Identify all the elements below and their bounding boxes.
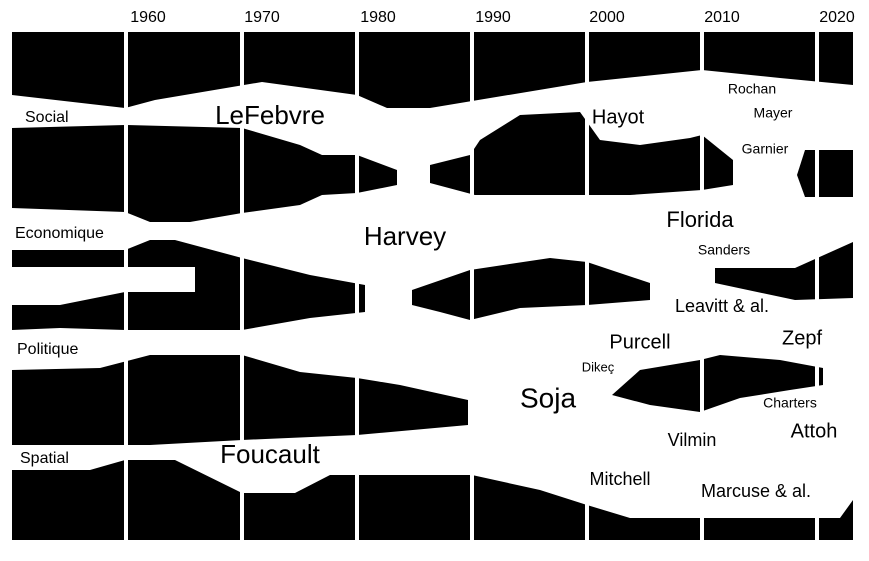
divider <box>355 30 359 542</box>
theme-labels: Social Economique Politique Spatial <box>15 109 104 467</box>
theme-label: Politique <box>17 341 78 358</box>
author: Leavitt & al. <box>675 296 769 316</box>
author: Foucault <box>220 439 320 469</box>
divider <box>240 30 244 542</box>
theme-label: Social <box>25 109 69 126</box>
theme-label: Economique <box>15 225 104 242</box>
divider <box>815 30 819 542</box>
decade-label: 2000 <box>589 9 625 26</box>
notch <box>12 267 195 305</box>
author: Mayer <box>754 105 793 121</box>
author: Dikeç <box>582 359 615 374</box>
bands <box>12 32 853 540</box>
decade-label: 1980 <box>360 9 396 26</box>
author: Marcuse & al. <box>701 481 811 501</box>
author: Rochan <box>728 81 776 97</box>
decade-label: 1990 <box>475 9 511 26</box>
author: Zepf <box>782 327 822 349</box>
decade-labels: 1960 1970 1980 1990 2000 2010 2020 <box>130 9 855 26</box>
author: Hayot <box>592 106 645 128</box>
author: Garnier <box>742 141 789 157</box>
decade-label: 1960 <box>130 9 166 26</box>
author: Soja <box>520 382 576 413</box>
divider <box>124 30 128 542</box>
band <box>12 32 853 108</box>
band <box>612 355 823 412</box>
band <box>12 460 853 540</box>
author: Mitchell <box>589 469 650 489</box>
band <box>430 112 733 195</box>
author: Charters <box>763 395 817 411</box>
band <box>12 125 397 222</box>
band <box>797 150 853 197</box>
divider <box>470 30 474 542</box>
band <box>412 258 650 320</box>
theme-label: Spatial <box>20 450 69 467</box>
divider <box>585 30 589 542</box>
decade-label: 2020 <box>819 9 855 26</box>
author: Sanders <box>698 242 750 258</box>
author: Vilmin <box>668 430 717 450</box>
author-labels: LeFebvre Hayot Rochan Mayer Garnier Harv… <box>215 81 837 501</box>
author: LeFebvre <box>215 100 325 130</box>
author: Purcell <box>609 331 670 353</box>
decade-label: 2010 <box>704 9 740 26</box>
dividers <box>124 30 819 542</box>
author: Harvey <box>364 221 446 251</box>
decade-label: 1970 <box>244 9 280 26</box>
author: Attoh <box>791 420 838 442</box>
divider <box>700 30 704 542</box>
author: Florida <box>666 207 734 232</box>
